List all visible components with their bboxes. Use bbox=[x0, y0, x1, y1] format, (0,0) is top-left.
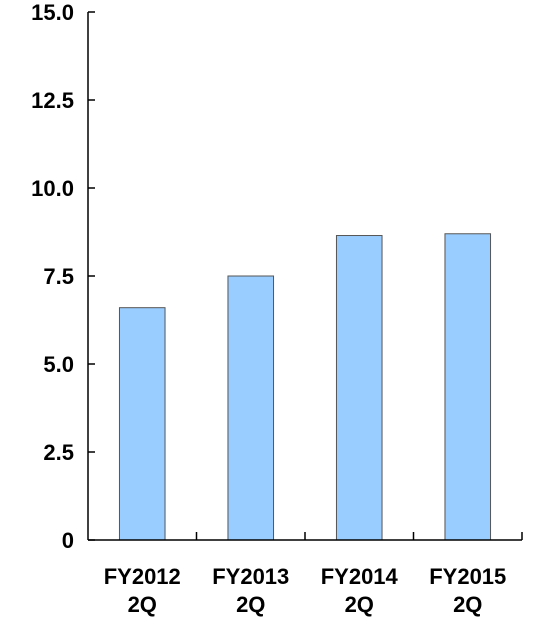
bar bbox=[227, 275, 275, 541]
x-category-label: 2Q bbox=[236, 592, 265, 617]
y-tick-label: 12.5 bbox=[31, 88, 74, 113]
y-tick-label: 5.0 bbox=[43, 352, 74, 377]
x-category-label: FY2012 bbox=[104, 564, 181, 589]
x-category-label: 2Q bbox=[345, 592, 374, 617]
x-category-label: FY2015 bbox=[429, 564, 506, 589]
y-axis-ticks: 0 2.5 5.0 7.5 10.0 12.5 15.0 bbox=[31, 0, 95, 553]
x-axis-ticks: FY2012 2Q FY2013 2Q FY2014 2Q FY2015 2Q bbox=[104, 532, 523, 617]
x-category-label: FY2014 bbox=[321, 564, 399, 589]
x-category-label: FY2013 bbox=[212, 564, 289, 589]
x-category-label: 2Q bbox=[128, 592, 157, 617]
y-tick-label: 0 bbox=[62, 528, 74, 553]
y-tick-label: 7.5 bbox=[43, 264, 74, 289]
bar bbox=[444, 233, 492, 541]
bars bbox=[118, 233, 492, 541]
x-category-label: 2Q bbox=[453, 592, 482, 617]
y-tick-label: 15.0 bbox=[31, 0, 74, 25]
y-tick-label: 10.0 bbox=[31, 176, 74, 201]
bar bbox=[335, 235, 383, 541]
bar bbox=[118, 307, 166, 541]
y-tick-label: 2.5 bbox=[43, 440, 74, 465]
